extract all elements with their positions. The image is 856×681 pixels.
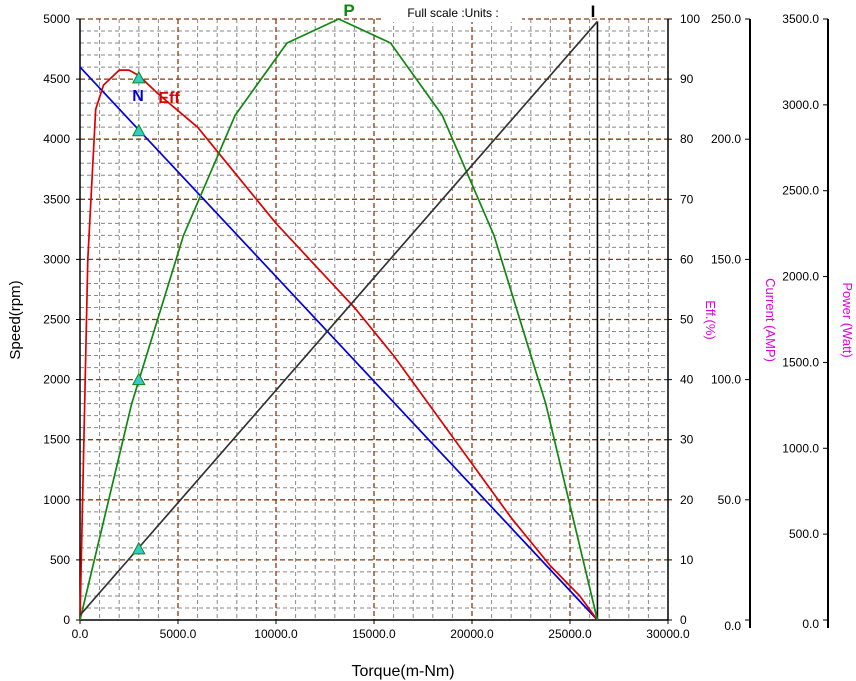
current-tick-label: 250.0 bbox=[711, 12, 741, 26]
eff-tick-label: 90 bbox=[680, 72, 694, 86]
speed-tick-label: 3000 bbox=[43, 252, 70, 266]
eff-tick-label: 10 bbox=[680, 553, 694, 567]
series-label-i: I bbox=[591, 2, 596, 21]
power-tick-label: 1000.0 bbox=[782, 441, 819, 455]
labels: Full scale :Units : Torque(m-Nm) Speed(r… bbox=[7, 1, 855, 680]
x-tick-label: 25000.0 bbox=[548, 627, 592, 641]
series bbox=[79, 18, 599, 621]
title-box bbox=[384, 2, 522, 22]
x-tick-label: 20000.0 bbox=[450, 627, 494, 641]
eff-axis-label: Eff.(%) bbox=[703, 300, 718, 340]
series-label-p: P bbox=[343, 1, 354, 20]
current-tick-label: 200.0 bbox=[711, 132, 741, 146]
eff-tick-label: 70 bbox=[680, 192, 694, 206]
series-line-n bbox=[79, 66, 599, 621]
series-line-p bbox=[79, 18, 599, 621]
x-tick-label: 10000.0 bbox=[254, 627, 298, 641]
speed-tick-label: 3500 bbox=[43, 192, 70, 206]
power-tick-label: 2000.0 bbox=[782, 270, 819, 284]
series-line-eff bbox=[79, 69, 599, 621]
speed-tick-label: 500 bbox=[50, 553, 70, 567]
x-axis-label: Torque(m-Nm) bbox=[351, 663, 454, 680]
speed-tick-label: 4000 bbox=[43, 132, 70, 146]
x-tick-label: 5000.0 bbox=[160, 627, 197, 641]
power-axis-label: Power (Watt) bbox=[840, 282, 855, 357]
power-tick-label: 1500.0 bbox=[782, 355, 819, 369]
power-tick-label: 0.0 bbox=[802, 617, 819, 631]
power-tick-label: 3000.0 bbox=[782, 98, 819, 112]
eff-tick-label: 40 bbox=[680, 373, 694, 387]
current-tick-label: 100.0 bbox=[711, 373, 741, 387]
speed-tick-label: 2000 bbox=[43, 373, 70, 387]
speed-tick-label: 1500 bbox=[43, 433, 70, 447]
eff-tick-label: 80 bbox=[680, 132, 694, 146]
eff-tick-label: 50 bbox=[680, 313, 694, 327]
y-axis-label: Speed(rpm) bbox=[7, 280, 24, 359]
speed-tick-label: 2500 bbox=[43, 313, 70, 327]
power-tick-label: 500.0 bbox=[789, 527, 819, 541]
marker-power bbox=[131, 372, 146, 386]
x-tick-label: 30000.0 bbox=[646, 627, 690, 641]
chart-title: Full scale :Units : bbox=[407, 6, 498, 20]
markers bbox=[131, 70, 146, 555]
series-line-i bbox=[79, 20, 599, 616]
x-tick-label: 0.0 bbox=[72, 627, 89, 641]
axes: 0.0 5000.0 10000.0 15000.0 20000.0 25000.0 300… bbox=[43, 12, 829, 641]
speed-tick-label: 0 bbox=[63, 613, 70, 627]
eff-tick-label: 100 bbox=[680, 12, 700, 26]
eff-tick-label: 0 bbox=[680, 613, 687, 627]
speed-tick-label: 5000 bbox=[43, 12, 70, 26]
current-tick-label: 150.0 bbox=[711, 252, 741, 266]
marker-current bbox=[131, 541, 146, 555]
current-axis-label: Current (AMP) bbox=[763, 278, 778, 362]
eff-tick-label: 30 bbox=[680, 433, 694, 447]
power-tick-label: 3500.0 bbox=[782, 12, 819, 26]
current-tick-label: 0.0 bbox=[724, 619, 741, 633]
series-label-n: N bbox=[132, 88, 144, 105]
x-tick-label: 15000.0 bbox=[352, 627, 396, 641]
series-label-eff: Eff bbox=[158, 90, 180, 107]
eff-tick-label: 20 bbox=[680, 493, 694, 507]
eff-tick-label: 60 bbox=[680, 252, 694, 266]
speed-tick-label: 1000 bbox=[43, 493, 70, 507]
speed-tick-label: 4500 bbox=[43, 72, 70, 86]
current-tick-label: 50.0 bbox=[718, 493, 742, 507]
marker-speed bbox=[131, 123, 146, 137]
power-tick-label: 2500.0 bbox=[782, 184, 819, 198]
marker-eff bbox=[131, 70, 146, 84]
grid bbox=[80, 18, 668, 620]
